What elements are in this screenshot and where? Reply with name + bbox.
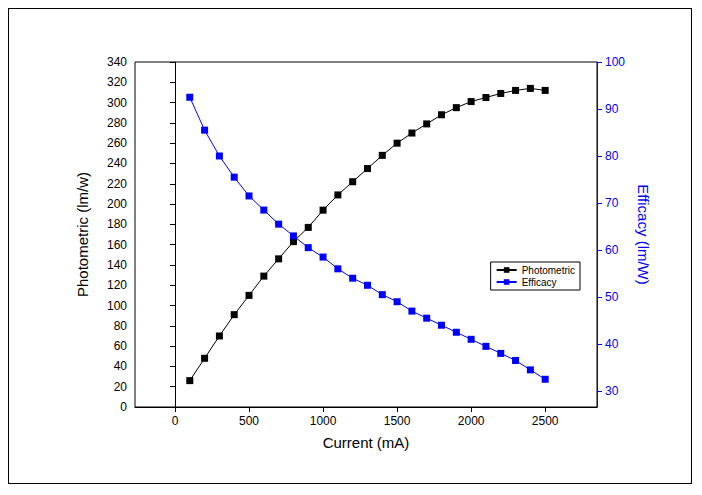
svg-text:2000: 2000 [458,414,485,428]
svg-text:30: 30 [605,384,619,398]
svg-text:220: 220 [107,177,127,191]
svg-text:Efficacy: Efficacy [522,277,557,288]
svg-text:140: 140 [107,258,127,272]
svg-text:160: 160 [107,238,127,252]
svg-text:100: 100 [107,299,127,313]
svg-text:80: 80 [605,149,619,163]
svg-text:280: 280 [107,116,127,130]
svg-text:Current (mA): Current (mA) [323,434,410,451]
svg-text:0: 0 [172,414,179,428]
svg-text:40: 40 [114,359,128,373]
svg-text:200: 200 [107,197,127,211]
svg-text:100: 100 [605,55,625,69]
svg-text:1500: 1500 [384,414,411,428]
svg-text:120: 120 [107,278,127,292]
svg-text:260: 260 [107,136,127,150]
svg-text:20: 20 [114,380,128,394]
svg-text:2500: 2500 [532,414,559,428]
svg-text:50: 50 [605,290,619,304]
svg-text:70: 70 [605,196,619,210]
svg-text:300: 300 [107,96,127,110]
svg-text:1000: 1000 [310,414,337,428]
svg-text:Photometric (lm/w): Photometric (lm/w) [74,172,91,297]
svg-text:340: 340 [107,55,127,69]
svg-text:90: 90 [605,102,619,116]
svg-text:240: 240 [107,156,127,170]
svg-text:Efficacy (lm/W): Efficacy (lm/W) [635,184,652,285]
svg-text:60: 60 [605,243,619,257]
svg-text:500: 500 [239,414,259,428]
svg-text:40: 40 [605,337,619,351]
svg-text:80: 80 [114,319,128,333]
svg-text:320: 320 [107,75,127,89]
svg-text:60: 60 [114,339,128,353]
svg-text:180: 180 [107,217,127,231]
svg-text:Photometric: Photometric [522,265,575,276]
svg-text:0: 0 [120,400,127,414]
